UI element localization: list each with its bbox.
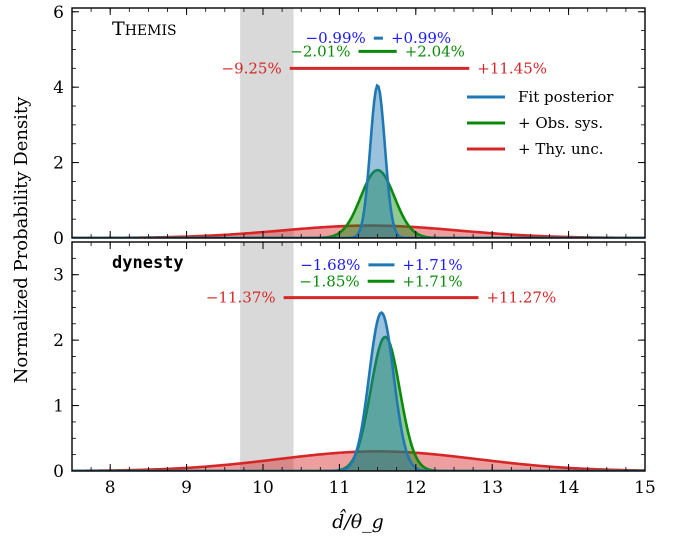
interval-high-label: +1.71% — [402, 256, 462, 274]
interval-high-label: +2.04% — [405, 42, 465, 60]
x-tick-label: 12 — [405, 478, 427, 498]
interval-high-label: +11.27% — [486, 289, 556, 307]
y-tick-label: 2 — [53, 154, 64, 174]
y-tick-label: 0 — [53, 229, 64, 249]
interval-low-label: −1.85% — [299, 272, 359, 290]
y-tick-label: 3 — [53, 266, 64, 286]
y-tick-label: 6 — [53, 3, 64, 23]
curve-fit-posterior — [72, 83, 645, 238]
shaded-band — [240, 8, 294, 238]
panel-dynesty: −1.68% +1.71% −1.85% +1.71% −11.37% +11.27% 0 1… — [53, 241, 656, 498]
y-tick-label: 4 — [53, 78, 64, 98]
panel-themis: −0.99% +0.99% −2.01% +2.04% −9.25% +11.45% 0 2 4… — [53, 3, 646, 249]
x-axis-label: d̂/θ_g — [332, 508, 384, 533]
y-tick-label: 1 — [53, 397, 64, 417]
x-tick-label: 14 — [558, 478, 580, 498]
y-tick-label: 0 — [53, 462, 64, 482]
x-tick-label: 15 — [634, 478, 656, 498]
panel-title-rest: HEMIS — [125, 23, 177, 39]
interval-low-label: −11.37% — [206, 289, 276, 307]
legend-label: + Obs. sys. — [518, 114, 603, 132]
curve-obs-sys — [72, 168, 645, 238]
interval-low-label: −1.68% — [300, 256, 360, 274]
x-tick-label: 9 — [181, 478, 192, 498]
x-tick-label: 11 — [329, 478, 351, 498]
x-tick-label: 8 — [105, 478, 116, 498]
interval-low-label: −0.99% — [306, 29, 366, 47]
interval-low-label: −9.25% — [222, 59, 282, 77]
x-tick-label: 10 — [252, 478, 274, 498]
panel-title-dynesty: dynesty — [112, 253, 184, 273]
legend-label: Fit posterior — [518, 88, 614, 106]
panel-title-themis: THEMIS — [112, 18, 177, 40]
x-tick-label: 13 — [481, 478, 503, 498]
panel-title-initial: T — [112, 18, 125, 40]
y-axis-label: Normalized Probability Density — [11, 96, 32, 384]
y-tick-label: 2 — [53, 331, 64, 351]
interval-high-label: +0.99% — [391, 29, 451, 47]
curve-fit-posterior — [72, 311, 645, 471]
shaded-band — [240, 242, 294, 471]
interval-low-label: −2.01% — [290, 42, 350, 60]
interval-high-label: +1.71% — [402, 272, 462, 290]
interval-high-label: +11.45% — [477, 59, 547, 77]
legend-label: + Thy. unc. — [518, 140, 604, 158]
